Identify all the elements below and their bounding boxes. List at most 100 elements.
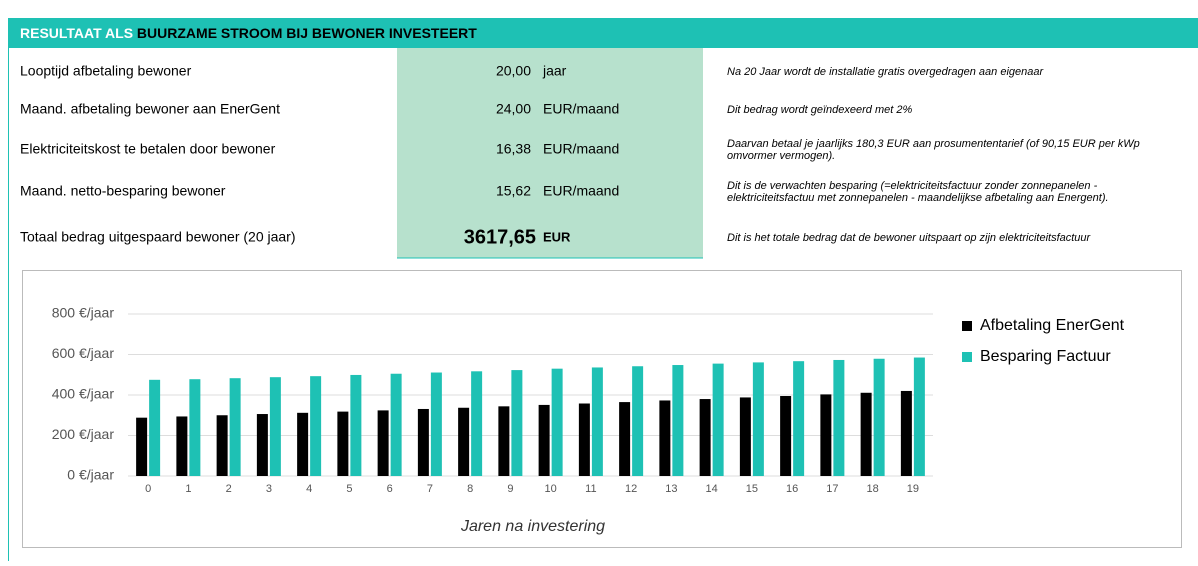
bar [672, 365, 684, 476]
bar [619, 402, 631, 476]
bar [471, 371, 483, 476]
bar [310, 376, 322, 476]
x-tick-label: 0 [145, 483, 151, 495]
row-unit: jaar [542, 63, 567, 79]
bar [269, 377, 281, 476]
x-tick-label: 9 [507, 483, 513, 495]
bar [659, 400, 671, 476]
x-tick-label: 13 [665, 483, 677, 495]
note-line: elektriciteitsfactuu met zonnepanelen - … [727, 192, 1109, 204]
x-tick-label: 10 [545, 483, 557, 495]
x-tick-label: 18 [867, 483, 879, 495]
x-tick-label: 4 [306, 483, 312, 495]
y-tick-label: 200 €/jaar [52, 426, 115, 442]
bar [176, 416, 188, 476]
row-value: 16,38 [496, 141, 531, 157]
bar [752, 362, 764, 476]
bar [591, 367, 603, 476]
x-axis-title: Jaren na investering [460, 518, 605, 535]
row-label: Maand. netto-besparing bewoner [20, 183, 226, 199]
row-value: 24,00 [496, 101, 531, 117]
y-tick-label: 400 €/jaar [52, 386, 115, 402]
legend-label: Besparing Factuur [980, 348, 1111, 365]
x-tick-label: 14 [706, 483, 718, 495]
x-tick-label: 17 [826, 483, 838, 495]
y-tick-label: 600 €/jaar [52, 345, 115, 361]
bar [538, 404, 550, 476]
row-value: 20,00 [496, 63, 531, 79]
note-line: omvormer vermogen). [727, 150, 835, 162]
row-value: 3617,65 [464, 226, 536, 248]
row-unit: EUR [543, 229, 571, 244]
bar [780, 396, 792, 476]
bar [860, 392, 872, 476]
bar [136, 417, 148, 476]
legend-swatch [962, 352, 972, 362]
bar [833, 359, 845, 476]
x-tick-label: 1 [185, 483, 191, 495]
note-line: Na 20 Jaar wordt de installatie gratis o… [727, 66, 1044, 78]
row-note: Daarvan betaal je jaarlijks 180,3 EUR aa… [727, 138, 1140, 162]
row-unit: EUR/maand [543, 101, 619, 117]
value-box [397, 48, 703, 258]
row-note: Na 20 Jaar wordt de installatie gratis o… [727, 66, 1044, 78]
bar [337, 411, 349, 476]
bar [189, 379, 201, 476]
row-note: Dit bedrag wordt geïndexeerd met 2% [727, 104, 912, 116]
bar [458, 407, 470, 476]
bar [377, 410, 389, 476]
x-tick-label: 6 [387, 483, 393, 495]
bar [632, 366, 644, 476]
row-unit: EUR/maand [543, 183, 619, 199]
bar [390, 373, 402, 476]
note-line: Dit is de verwachten besparing (=elektri… [727, 180, 1098, 192]
row-value: 15,62 [496, 183, 531, 199]
bar [229, 378, 241, 476]
bar [820, 394, 832, 476]
title-highlight: BUURZAME STROOM BIJ BEWONER INVESTEERT [137, 25, 477, 41]
y-tick-label: 800 €/jaar [52, 305, 115, 321]
note-line: Daarvan betaal je jaarlijks 180,3 EUR aa… [727, 138, 1140, 150]
bar [712, 363, 724, 476]
bar [430, 372, 442, 476]
title-prefix: RESULTAAT ALS [20, 25, 137, 41]
note-line: Dit bedrag wordt geïndexeerd met 2% [727, 104, 912, 116]
bar [216, 415, 228, 476]
bar [149, 379, 161, 476]
bar [297, 412, 309, 476]
bar [417, 408, 429, 476]
row-label: Maand. afbetaling bewoner aan EnerGent [20, 101, 280, 117]
row-note: Dit is het totale bedrag dat de bewoner … [727, 232, 1092, 244]
bar [913, 357, 925, 476]
note-line: Dit is het totale bedrag dat de bewoner … [727, 232, 1092, 244]
x-tick-label: 5 [346, 483, 352, 495]
x-tick-label: 12 [625, 483, 637, 495]
row-label: Looptijd afbetaling bewoner [20, 63, 192, 79]
header-bar [8, 18, 1198, 48]
row-unit: EUR/maand [543, 141, 619, 157]
x-tick-label: 11 [585, 483, 596, 495]
row-label: Elektriciteitskost te betalen door bewon… [20, 141, 276, 157]
bar [511, 370, 523, 476]
x-tick-label: 19 [907, 483, 919, 495]
x-tick-label: 16 [786, 483, 798, 495]
bar [498, 406, 510, 476]
bar [350, 374, 362, 476]
x-tick-label: 2 [226, 483, 232, 495]
bar [551, 368, 563, 476]
y-tick-label: 0 €/jaar [67, 467, 114, 483]
bar [699, 399, 711, 476]
bar [793, 361, 805, 476]
legend-label: Afbetaling EnerGent [980, 317, 1125, 334]
x-tick-label: 15 [746, 483, 758, 495]
row-note: Dit is de verwachten besparing (=elektri… [727, 180, 1109, 204]
x-tick-label: 3 [266, 483, 272, 495]
legend-swatch [962, 321, 972, 331]
row-label: Totaal bedrag uitgespaard bewoner (20 ja… [20, 229, 296, 245]
bar [900, 390, 912, 476]
x-tick-label: 7 [427, 483, 433, 495]
header-title: RESULTAAT ALS BUURZAME STROOM BIJ BEWONE… [20, 25, 477, 41]
bar [739, 397, 751, 476]
bar [873, 358, 885, 476]
